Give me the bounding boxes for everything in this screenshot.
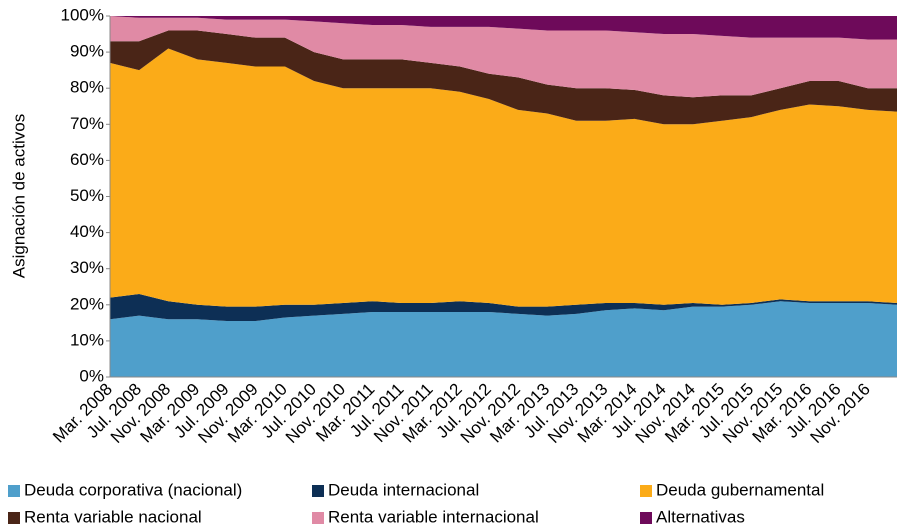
legend-label: Alternativas xyxy=(656,507,745,526)
y-tick-label: 0% xyxy=(79,366,104,385)
area xyxy=(110,16,897,40)
area xyxy=(110,301,897,377)
y-tick-label: 20% xyxy=(70,294,104,313)
legend-swatch xyxy=(312,512,324,524)
y-axis-label: Asignación de activos xyxy=(9,114,28,278)
legend-swatch xyxy=(8,485,20,497)
y-tick-label: 70% xyxy=(70,114,104,133)
area xyxy=(110,30,897,125)
legend-swatch xyxy=(312,485,324,497)
area xyxy=(110,16,897,98)
y-tick-label: 90% xyxy=(70,42,104,61)
y-tick-label: 50% xyxy=(70,186,104,205)
y-tick-label: 30% xyxy=(70,258,104,277)
y-tick-label: 60% xyxy=(70,150,104,169)
legend-label: Deuda gubernamental xyxy=(656,480,824,499)
legend-swatch xyxy=(640,485,652,497)
y-tick-label: 80% xyxy=(70,78,104,97)
legend-label: Renta variable internacional xyxy=(328,507,539,526)
legend-swatch xyxy=(640,512,652,524)
y-tick-label: 10% xyxy=(70,330,104,349)
legend-swatch xyxy=(8,512,20,524)
legend-label: Deuda corporativa (nacional) xyxy=(24,480,242,499)
y-tick-label: 40% xyxy=(70,222,104,241)
legend-label: Renta variable nacional xyxy=(24,507,202,526)
area xyxy=(110,48,897,307)
area xyxy=(110,293,897,322)
legend-label: Deuda internacional xyxy=(328,480,479,499)
y-tick-label: 100% xyxy=(61,5,104,24)
